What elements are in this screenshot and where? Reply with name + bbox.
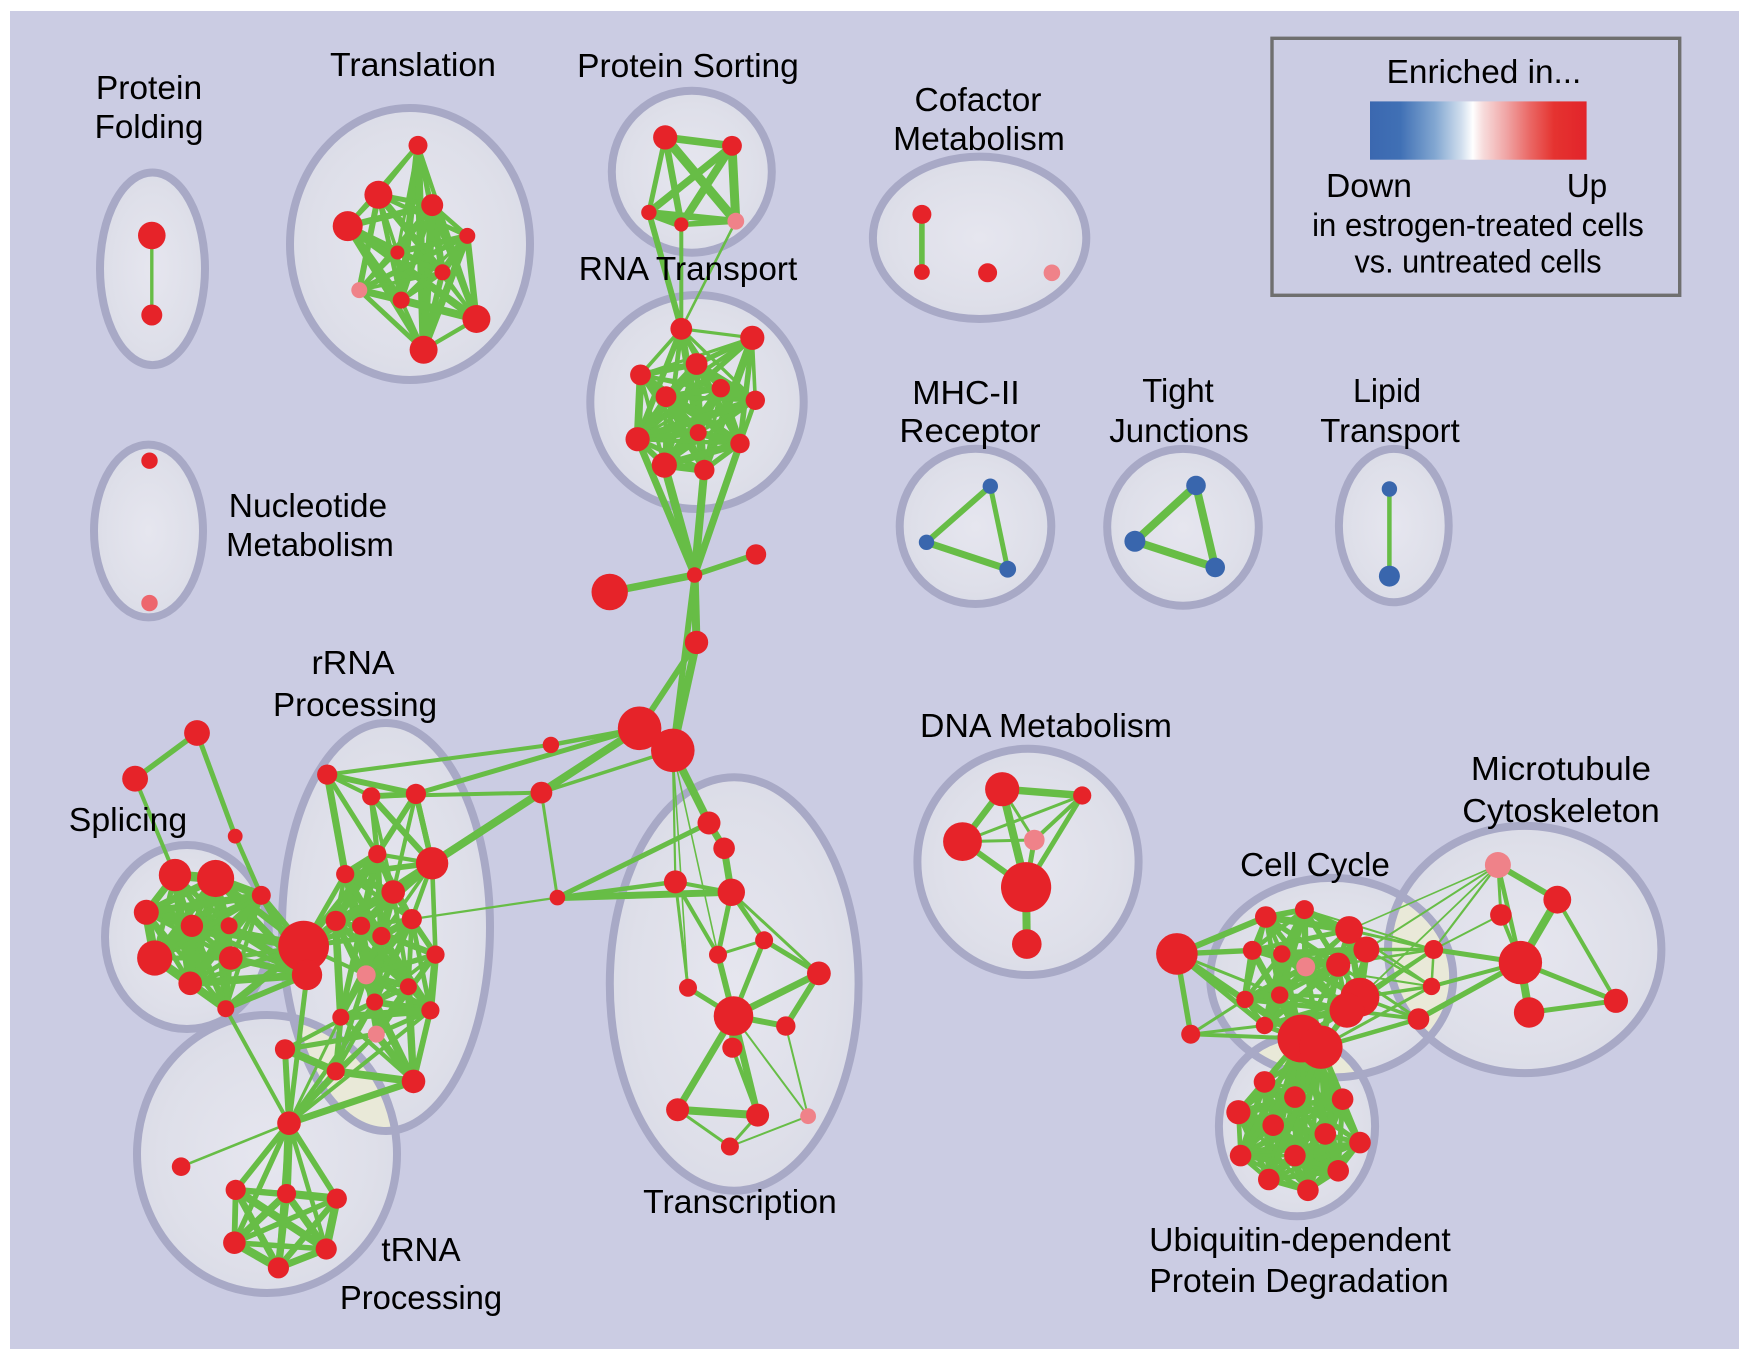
svg-text:Cofactor: Cofactor [915, 82, 1042, 119]
svg-text:Cell Cycle: Cell Cycle [1240, 847, 1390, 884]
svg-text:Processing: Processing [340, 1280, 502, 1317]
svg-text:RNA Transport: RNA Transport [579, 251, 798, 288]
svg-text:rRNA: rRNA [312, 645, 396, 682]
svg-text:Transcription: Transcription [643, 1184, 837, 1221]
svg-text:Enriched in...: Enriched in... [1387, 54, 1582, 91]
svg-text:Up: Up [1567, 168, 1607, 205]
svg-text:Metabolism: Metabolism [226, 527, 394, 564]
svg-text:Protein: Protein [96, 70, 202, 107]
svg-text:Transport: Transport [1320, 413, 1460, 450]
svg-text:Ubiquitin-dependent: Ubiquitin-dependent [1149, 1222, 1451, 1259]
svg-text:Cytoskeleton: Cytoskeleton [1462, 793, 1659, 830]
svg-text:Processing: Processing [273, 687, 437, 724]
svg-text:Nucleotide: Nucleotide [229, 488, 387, 525]
svg-text:vs. untreated cells: vs. untreated cells [1354, 243, 1601, 280]
svg-text:Protein Sorting: Protein Sorting [577, 48, 799, 85]
svg-text:in estrogen-treated cells: in estrogen-treated cells [1312, 206, 1644, 243]
svg-text:Tight: Tight [1142, 373, 1214, 410]
svg-text:Receptor: Receptor [899, 413, 1040, 450]
svg-text:Protein Degradation: Protein Degradation [1149, 1263, 1448, 1300]
svg-text:Metabolism: Metabolism [893, 121, 1065, 158]
svg-text:Translation: Translation [330, 47, 496, 84]
svg-text:Splicing: Splicing [69, 802, 187, 839]
svg-text:MHC-II: MHC-II [912, 375, 1019, 412]
svg-text:DNA Metabolism: DNA Metabolism [920, 708, 1172, 745]
svg-text:Junctions: Junctions [1109, 413, 1249, 450]
svg-text:Microtubule: Microtubule [1471, 751, 1651, 788]
svg-text:Folding: Folding [95, 109, 204, 146]
svg-text:Lipid: Lipid [1353, 373, 1421, 410]
svg-text:tRNA: tRNA [381, 1232, 461, 1269]
svg-text:Down: Down [1326, 168, 1412, 205]
